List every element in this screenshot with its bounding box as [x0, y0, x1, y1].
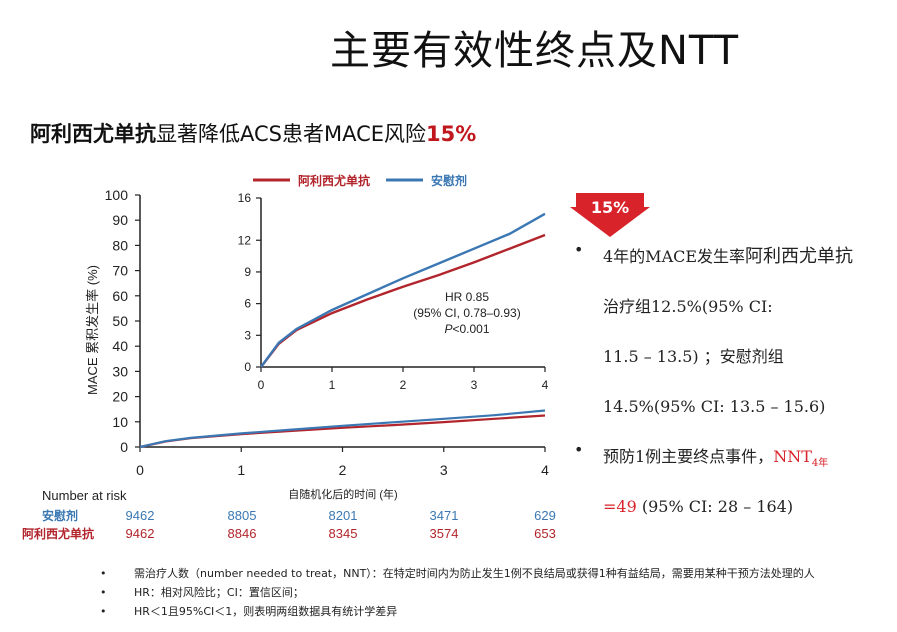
x-tick-label: 3 [440, 462, 448, 478]
bullet-icon: • [574, 240, 584, 259]
risk-cell: 9462 [126, 526, 155, 541]
inset-y-tick-label: 16 [238, 191, 252, 205]
risk-cell: 653 [534, 526, 556, 541]
risk-row-label: 阿利西尤单抗 [22, 526, 94, 541]
inset-x-tick-label: 4 [542, 378, 549, 392]
finding-text: 11.5 – 13.5) ；安慰剂组 [603, 347, 784, 366]
y-tick-label: 20 [112, 389, 128, 405]
legend-label: 阿利西尤单抗 [298, 173, 370, 188]
finding-item: • 4年的MACE发生率阿利西尤单抗 治疗组12.5%(95% CI: 11.5… [570, 240, 890, 440]
risk-cell: 8846 [228, 526, 257, 541]
x-tick-label: 2 [339, 462, 347, 478]
y-tick-label: 40 [112, 338, 128, 354]
risk-cell: 629 [534, 508, 556, 523]
finding-item: • 预防1例主要终点事件，NNT4年 =49 (95% CI: 28 – 164… [570, 440, 890, 540]
x-tick-label: 4 [541, 462, 549, 478]
slide-subtitle: 阿利西尤单抗显著降低ACS患者MACE风险15% [30, 118, 476, 148]
reduction-badge: 15% [590, 198, 630, 217]
y-tick-label: 10 [112, 414, 128, 430]
y-tick-label: 90 [112, 212, 128, 228]
ci-annotation: (95% CI, 0.78–0.93) [413, 306, 520, 320]
main-series-line [139, 409, 546, 449]
page-title: 主要有效性终点及NTT [330, 28, 740, 74]
inset-x-tick-label: 0 [258, 378, 265, 392]
subtitle-drug: 阿利西尤单抗 [30, 122, 156, 146]
nnt-label: NNT4年 [773, 447, 829, 470]
finding-text: 4年的MACE发生率 [603, 247, 746, 266]
x-tick-label: 1 [237, 462, 245, 478]
risk-cell: 3471 [430, 508, 459, 523]
findings-list: • 4年的MACE发生率阿利西尤单抗 治疗组12.5%(95% CI: 11.5… [570, 240, 890, 540]
y-tick-label: 60 [112, 288, 128, 304]
y-tick-label: 30 [112, 363, 128, 379]
nnt-value: =49 [603, 497, 637, 516]
inset-series-line [260, 212, 546, 368]
hr-annotation: HR 0.85 [445, 290, 489, 304]
risk-table-header: Number at risk [42, 488, 127, 503]
x-axis-label: 自随机化后的时间 (年) [288, 487, 397, 501]
y-tick-label: 0 [120, 439, 128, 455]
footnote-item: • 需治疗人数（number needed to treat，NNT）：在特定时间… [100, 567, 815, 580]
y-tick-label: 70 [112, 263, 128, 279]
inset-x-tick-label: 2 [400, 378, 407, 392]
inset-series-line [260, 233, 546, 368]
finding-drug: 阿利西尤单抗 [745, 246, 854, 267]
finding-text: 预防1例主要终点事件， [603, 447, 774, 466]
risk-row-label: 安慰剂 [42, 508, 78, 523]
finding-text: 14.5%(95% CI: 13.5 – 15.6) [603, 397, 826, 416]
inset-x-tick-label: 3 [471, 378, 478, 392]
main-series-line [139, 414, 546, 449]
bullet-icon: • [574, 440, 584, 459]
inset-y-tick-label: 12 [238, 233, 252, 247]
nnt-ci: (95% CI: 28 – 164) [636, 497, 794, 516]
inset-y-tick-label: 3 [244, 328, 251, 342]
risk-cell: 3574 [430, 526, 459, 541]
y-tick-label: 100 [105, 187, 129, 203]
footnote-item: • HR＜1且95%CI＜1，则表明两组数据具有统计学差异 [100, 605, 398, 618]
risk-cell: 8805 [228, 508, 257, 523]
inset-y-tick-label: 9 [244, 265, 251, 279]
inset-y-tick-label: 6 [244, 297, 251, 311]
subtitle-percent: 15% [426, 122, 477, 146]
p-annotation: P<0.001 [444, 322, 489, 336]
risk-cell: 9462 [126, 508, 155, 523]
footnotes: • 需治疗人数（number needed to treat，NNT）：在特定时间… [100, 564, 897, 621]
risk-cell: 8345 [329, 526, 358, 541]
risk-cell: 8201 [329, 508, 358, 523]
y-tick-label: 80 [112, 237, 128, 253]
subtitle-text: 显著降低ACS患者MACE风险 [156, 122, 427, 146]
down-arrow-icon [570, 193, 650, 237]
footnote-item: • HR：相对风险比；CI：置信区间； [100, 586, 304, 599]
y-axis-label: MACE 累积发生率 (%) [85, 265, 100, 395]
legend-label: 安慰剂 [431, 173, 467, 188]
finding-text: 治疗组12.5%(95% CI: [603, 297, 773, 316]
inset-y-tick-label: 0 [244, 360, 251, 374]
inset-x-tick-label: 1 [329, 378, 336, 392]
y-tick-label: 50 [112, 313, 128, 329]
x-tick-label: 0 [136, 462, 144, 478]
